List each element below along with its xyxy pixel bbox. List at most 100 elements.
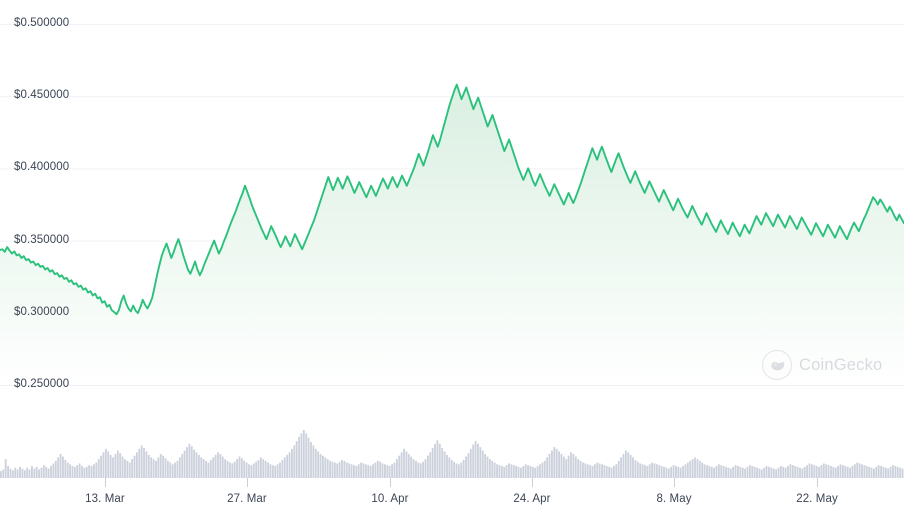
volume-bar: [140, 445, 143, 478]
volume-bar: [214, 454, 217, 478]
volume-bar: [281, 460, 284, 478]
x-axis-label: 27. Mar: [227, 493, 267, 505]
volume-bar: [646, 466, 649, 478]
volume-bar: [322, 455, 324, 478]
volume-bar: [2, 469, 5, 478]
volume-bar: [410, 456, 413, 478]
volume-bar: [78, 463, 81, 478]
volume-bar: [255, 461, 258, 478]
volume-bar: [107, 451, 110, 478]
volume-bar: [892, 465, 894, 478]
volume-bar: [119, 453, 122, 478]
volume-bar: [775, 469, 778, 478]
volume-bar: [799, 467, 801, 478]
volume-bar: [622, 454, 625, 478]
volume-bar: [529, 466, 532, 478]
volume-bar: [479, 447, 482, 478]
x-axis-label: 8. May: [656, 493, 692, 505]
volume-bar: [708, 466, 711, 478]
volume-bar: [23, 470, 26, 478]
volume-bar: [407, 454, 410, 478]
volume-bar: [713, 467, 716, 478]
volume-bar: [550, 450, 553, 478]
x-axis-label: 22. May: [796, 493, 838, 505]
volume-bar: [162, 455, 165, 478]
volume-bar: [71, 466, 74, 478]
volume-bar: [841, 465, 844, 478]
y-axis-label: $0.500000: [14, 17, 70, 29]
volume-bar: [779, 466, 782, 478]
volume-bar: [341, 460, 343, 478]
volume-bar: [853, 464, 856, 478]
volume-bar: [462, 460, 465, 478]
volume-bar: [422, 461, 425, 478]
volume-bars: [0, 430, 904, 478]
volume-bar: [291, 448, 293, 478]
volume-bar: [496, 464, 498, 478]
volume-bar: [360, 462, 363, 478]
volume-bar: [653, 463, 656, 478]
volume-bar: [135, 452, 138, 478]
volume-bar: [732, 466, 735, 478]
volume-bar: [231, 463, 234, 478]
volume-bar: [596, 462, 599, 478]
volume-bar: [589, 465, 591, 478]
volume-bar: [400, 452, 403, 478]
volume-bar: [579, 460, 582, 478]
volume-bar: [460, 462, 463, 478]
volume-bar: [395, 459, 398, 478]
volume-bar: [159, 454, 162, 478]
volume-bar: [228, 462, 231, 478]
volume-bar: [725, 466, 727, 478]
volume-bar: [508, 463, 510, 478]
volume-bar: [293, 445, 296, 478]
volume-bar: [644, 465, 646, 478]
volume-bar: [403, 448, 405, 478]
x-axis-tick: [817, 478, 818, 487]
volume-bar: [624, 450, 627, 478]
y-axis-label: $0.400000: [14, 161, 70, 174]
volume-bar: [259, 457, 262, 478]
volume-bar: [69, 464, 72, 478]
volume-bar: [679, 467, 682, 478]
volume-bar: [729, 468, 732, 478]
volume-bar: [555, 448, 558, 478]
volume-bar: [217, 452, 219, 478]
volume-bar: [503, 466, 506, 478]
volume-bar: [262, 459, 265, 478]
volume-bar: [527, 465, 529, 478]
volume-bar: [269, 464, 272, 478]
volume-bar: [627, 452, 630, 478]
volume-bar: [221, 456, 224, 478]
volume-bar: [586, 464, 589, 478]
volume-bar: [794, 466, 797, 478]
volume-bar: [4, 459, 7, 478]
volume-bar: [613, 466, 615, 478]
volume-bar: [286, 454, 289, 478]
volume-bar: [448, 457, 451, 478]
volume-bar: [331, 461, 334, 478]
volume-bar: [450, 460, 453, 478]
volume-bar: [174, 462, 176, 478]
volume-bar: [419, 463, 422, 478]
volume-bar: [741, 467, 744, 478]
volume-bar: [787, 466, 789, 478]
volume-bar: [329, 460, 331, 478]
volume-bar: [102, 452, 105, 478]
volume-bar: [52, 463, 55, 478]
volume-bar: [147, 454, 150, 478]
volume-bar: [176, 460, 179, 478]
volume-bar: [412, 459, 415, 478]
volume-bar: [264, 460, 267, 478]
volume-bar: [815, 466, 818, 478]
volume-bar: [64, 460, 67, 478]
volume-bar: [658, 465, 661, 478]
volume-bar: [686, 462, 689, 478]
volume-bar: [765, 466, 768, 478]
volume-bar: [846, 466, 849, 478]
volume-bar: [620, 457, 622, 478]
volume-bar: [224, 459, 227, 478]
volume-bar: [546, 457, 549, 478]
